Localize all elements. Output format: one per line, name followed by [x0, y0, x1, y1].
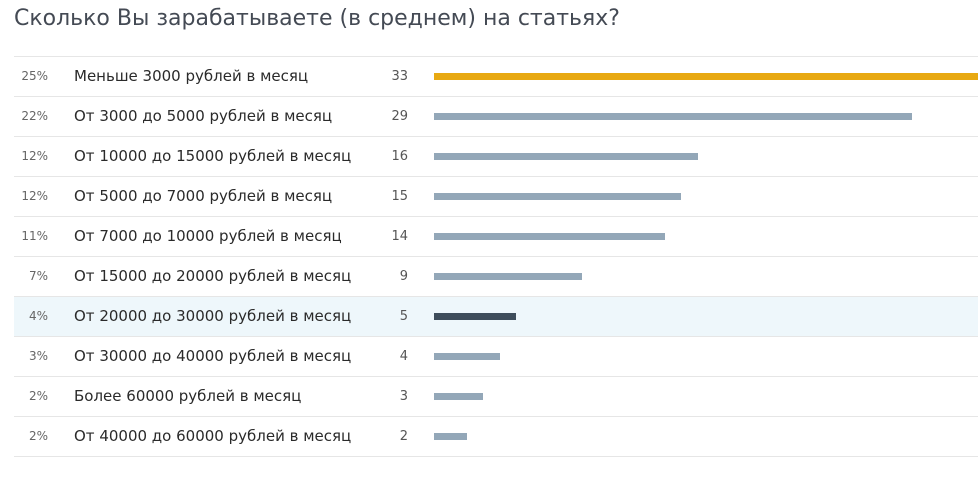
- poll-result-row: 4% От 20000 до 30000 рублей в месяц 5: [14, 297, 978, 337]
- result-vote-count: 4: [399, 349, 408, 364]
- poll-result-row: 12% От 5000 до 7000 рублей в месяц 15: [14, 177, 978, 217]
- result-vote-count: 5: [399, 309, 408, 324]
- result-percent: 3%: [28, 349, 48, 363]
- result-vote-count: 9: [399, 269, 408, 284]
- poll-result-row: 2% От 40000 до 60000 рублей в месяц 2: [14, 417, 978, 457]
- result-vote-count: 33: [391, 69, 408, 84]
- poll-result-row: 11% От 7000 до 10000 рублей в месяц 14: [14, 217, 978, 257]
- result-bar: [434, 153, 698, 160]
- result-bar: [434, 233, 665, 240]
- result-option-label: От 10000 до 15000 рублей в месяц: [74, 147, 352, 165]
- result-percent: 25%: [21, 69, 48, 83]
- result-bar: [434, 273, 582, 280]
- result-vote-count: 14: [391, 229, 408, 244]
- result-vote-count: 15: [391, 189, 408, 204]
- result-vote-count: 3: [399, 389, 408, 404]
- result-vote-count: 2: [399, 429, 408, 444]
- result-percent: 12%: [21, 149, 48, 163]
- result-option-label: Меньше 3000 рублей в месяц: [74, 67, 309, 85]
- result-percent: 4%: [28, 309, 48, 323]
- result-option-label: Более 60000 рублей в месяц: [74, 387, 302, 405]
- result-vote-count: 16: [391, 149, 408, 164]
- result-bar: [434, 393, 483, 400]
- result-option-label: От 15000 до 20000 рублей в месяц: [74, 267, 352, 285]
- poll-results-list: 25% Меньше 3000 рублей в месяц 33 22% От 300…: [14, 56, 978, 457]
- result-percent: 12%: [21, 189, 48, 203]
- poll-result-row: 25% Меньше 3000 рублей в месяц 33: [14, 57, 978, 97]
- result-bar: [434, 353, 500, 360]
- result-bar: [434, 73, 978, 80]
- poll-result-row: 12% От 10000 до 15000 рублей в месяц 16: [14, 137, 978, 177]
- result-option-label: От 30000 до 40000 рублей в месяц: [74, 347, 352, 365]
- result-vote-count: 29: [391, 109, 408, 124]
- result-percent: 2%: [28, 389, 48, 403]
- result-percent: 22%: [21, 109, 48, 123]
- result-bar: [434, 193, 681, 200]
- poll-result-row: 3% От 30000 до 40000 рублей в месяц 4: [14, 337, 978, 377]
- poll-title: Сколько Вы зарабатываете (в среднем) на …: [14, 6, 620, 31]
- result-bar: [434, 433, 467, 440]
- result-option-label: От 40000 до 60000 рублей в месяц: [74, 427, 352, 445]
- result-option-label: От 5000 до 7000 рублей в месяц: [74, 187, 333, 205]
- result-option-label: От 20000 до 30000 рублей в месяц: [74, 307, 352, 325]
- result-percent: 2%: [28, 429, 48, 443]
- result-bar: [434, 313, 516, 320]
- result-bar: [434, 113, 912, 120]
- poll-result-row: 7% От 15000 до 20000 рублей в месяц 9: [14, 257, 978, 297]
- result-percent: 11%: [21, 229, 48, 243]
- result-percent: 7%: [28, 269, 48, 283]
- result-option-label: От 7000 до 10000 рублей в месяц: [74, 227, 342, 245]
- poll-result-row: 22% От 3000 до 5000 рублей в месяц 29: [14, 97, 978, 137]
- result-option-label: От 3000 до 5000 рублей в месяц: [74, 107, 333, 125]
- poll-result-row: 2% Более 60000 рублей в месяц 3: [14, 377, 978, 417]
